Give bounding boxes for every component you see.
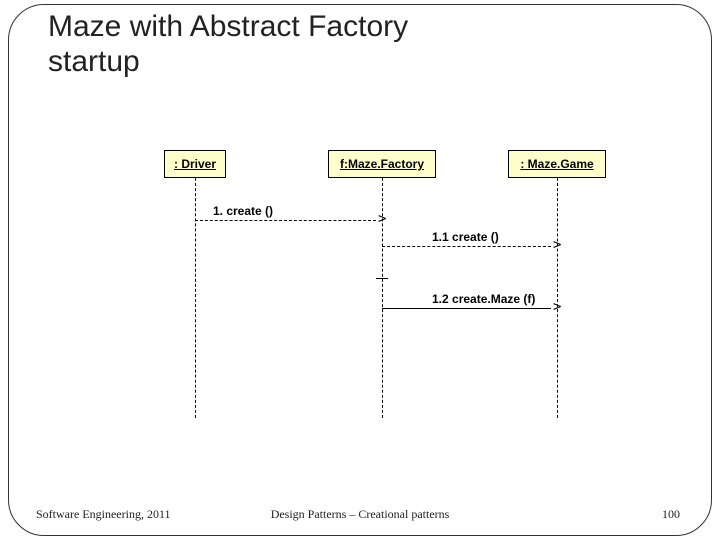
message-1-arrow xyxy=(195,220,376,221)
message-1-1-arrowhead: > xyxy=(553,237,561,253)
participant-maze-game: : Maze.Game xyxy=(508,150,606,178)
message-1-1-label: 1.1 create () xyxy=(432,230,499,244)
lifeline-tick xyxy=(376,278,388,279)
footer-center: Design Patterns – Creational patterns xyxy=(271,507,450,522)
lifeline-driver xyxy=(195,178,196,418)
message-1-1-arrow xyxy=(382,246,551,247)
participant-maze-factory: f:Maze.Factory xyxy=(328,150,436,178)
footer-left: Software Engineering, 2011 xyxy=(36,507,171,522)
message-1-label: 1. create () xyxy=(213,204,273,218)
title-line-1: Maze with Abstract Factory xyxy=(48,10,408,43)
slide: Maze with Abstract Factory startup : Dri… xyxy=(0,0,720,540)
footer-page-number: 100 xyxy=(662,507,680,522)
slide-title: Maze with Abstract Factory startup xyxy=(48,10,408,79)
sequence-diagram: : Driver f:Maze.Factory : Maze.Game 1. c… xyxy=(142,150,632,450)
message-1-arrowhead: > xyxy=(378,211,386,227)
participant-driver: : Driver xyxy=(164,150,226,178)
title-line-2: startup xyxy=(48,45,140,78)
message-1-2-arrow xyxy=(382,308,551,309)
message-1-2-arrowhead: > xyxy=(553,299,561,315)
lifeline-maze-game xyxy=(557,178,558,418)
message-1-2-label: 1.2 create.Maze (f) xyxy=(432,292,535,306)
